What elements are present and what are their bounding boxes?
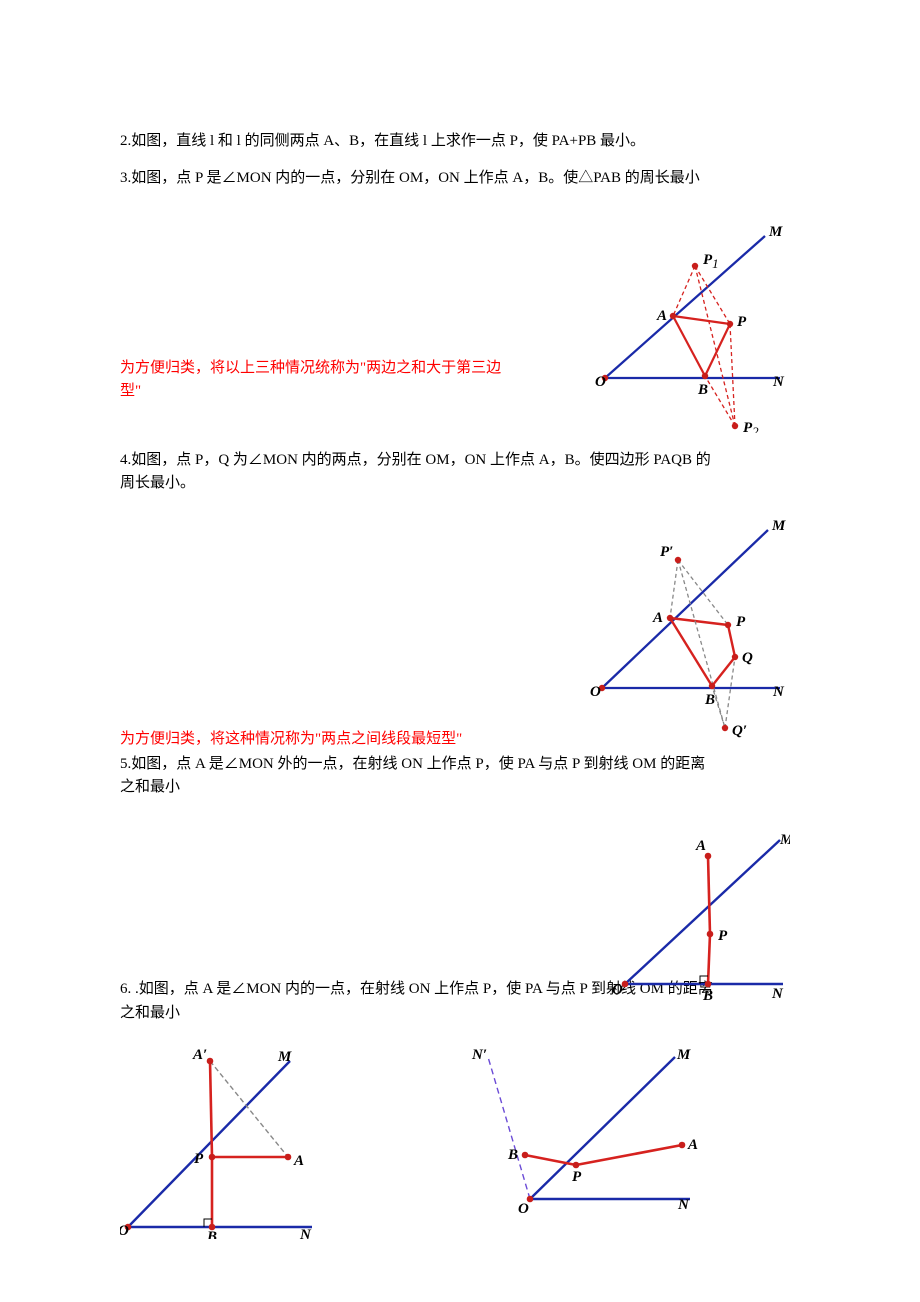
problem-6b: 之和最小 [120, 1002, 800, 1025]
svg-text:O: O [590, 684, 601, 700]
svg-text:N: N [772, 684, 785, 700]
svg-text:P′: P′ [660, 544, 673, 560]
problem-3: 3.如图，点 P 是∠MON 内的一点，分别在 OM，ON 上作点 A，B。使△… [120, 167, 800, 190]
svg-text:M: M [779, 832, 790, 848]
svg-text:B: B [702, 988, 713, 1001]
svg-text:B: B [704, 692, 715, 708]
note-3a: 为方便归类，将以上三种情况统称为"两边之和大于第三边 [120, 357, 510, 380]
figure-4: O M N A B P Q P′ Q′ [590, 510, 790, 740]
svg-text:M: M [771, 518, 786, 534]
svg-text:A: A [687, 1137, 698, 1153]
label-P: P [737, 314, 747, 330]
problem-5a: 5.如图，点 A 是∠MON 外的一点，在射线 ON 上作点 P，使 PA 与点… [120, 753, 800, 776]
problem-4a: 4.如图，点 P，Q 为∠MON 内的两点，分别在 OM，ON 上作点 A，B。… [120, 449, 800, 472]
svg-text:P1: P1 [703, 252, 719, 271]
svg-text:P: P [718, 928, 728, 944]
figure-6a: O M N A A′ P B [120, 1039, 320, 1239]
svg-text:N: N [677, 1197, 690, 1213]
svg-text:P: P [194, 1151, 204, 1167]
label-N: N [772, 374, 785, 390]
svg-text:M: M [277, 1049, 292, 1065]
svg-text:B: B [507, 1147, 518, 1163]
svg-text:P: P [572, 1169, 582, 1185]
svg-text:N: N [299, 1227, 312, 1239]
svg-text:P2: P2 [743, 420, 759, 433]
svg-text:N: N [771, 986, 784, 1001]
svg-text:O: O [120, 1223, 129, 1239]
svg-text:O: O [612, 982, 623, 998]
svg-text:P: P [736, 614, 746, 630]
label-O: O [595, 374, 606, 390]
problem-5b: 之和最小 [120, 776, 800, 799]
svg-text:N′: N′ [471, 1047, 487, 1063]
svg-text:M: M [676, 1047, 691, 1063]
svg-text:A: A [695, 838, 706, 854]
label-A: A [656, 308, 667, 324]
svg-text:Q′: Q′ [732, 723, 747, 739]
problem-2: 2.如图，直线 l 和 l 的同侧两点 A、B，在直线 l 上求作一点 P，使 … [120, 130, 800, 153]
figure-3: O M N A B P P1 P2 [595, 218, 790, 433]
svg-text:A: A [652, 610, 663, 626]
svg-text:B: B [206, 1229, 217, 1239]
svg-text:Q: Q [742, 650, 753, 666]
problem-4b: 周长最小。 [120, 472, 800, 495]
svg-text:A: A [293, 1153, 304, 1169]
figure-6b: O M N A B P N′ [460, 1039, 700, 1239]
label-B: B [697, 382, 708, 398]
svg-text:O: O [518, 1201, 529, 1217]
figure-5: O M N A P B [610, 826, 790, 1001]
svg-text:A′: A′ [192, 1047, 207, 1063]
label-M: M [768, 224, 783, 240]
